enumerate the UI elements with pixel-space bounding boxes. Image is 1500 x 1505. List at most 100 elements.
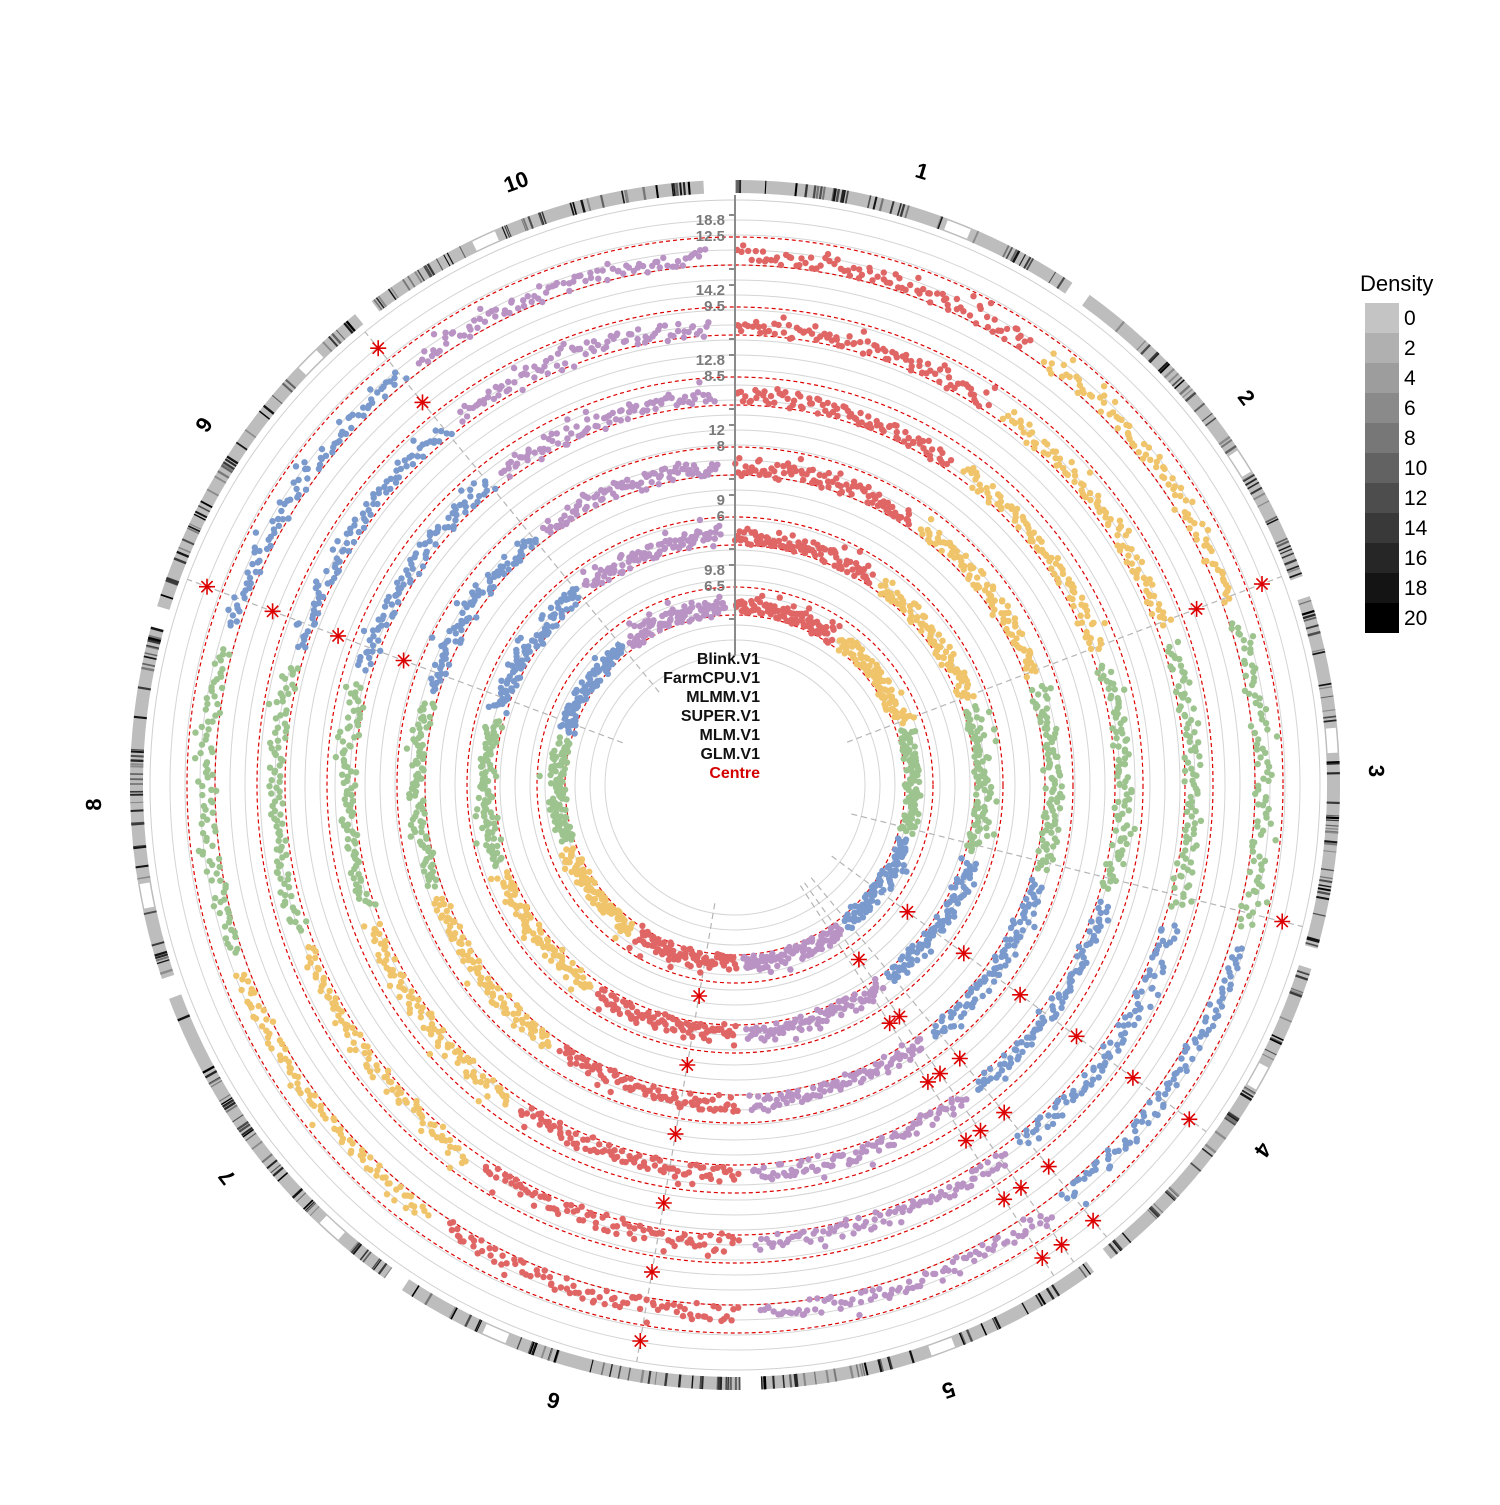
snp-point-chr4 [1095,927,1101,933]
snp-point-chr2 [1161,466,1167,472]
snp-point-chr5 [985,1159,991,1165]
snp-point-chr5 [853,1149,859,1155]
density-gap-chr9 [302,354,320,372]
snp-point-chr3 [1249,843,1255,849]
snp-point-chr2 [1118,417,1124,423]
snp-point-chr1 [920,286,926,292]
snp-point-chr7 [406,1001,412,1007]
snp-point-chr10 [554,280,560,286]
snp-point-chr7 [389,1087,395,1093]
snp-point-chr10 [702,246,708,252]
snp-point-chr6 [557,1048,563,1054]
snp-point-chr9 [375,637,381,643]
snp-point-chr2 [901,607,907,613]
snp-point-chr10 [624,477,630,483]
snp-point-chr1 [910,440,916,446]
snp-point-chr9 [403,567,409,573]
snp-point-chr7 [352,1030,358,1036]
snp-point-chr10 [443,340,449,346]
snp-point-chr9 [398,466,404,472]
snp-point-chr5 [856,1312,862,1318]
snp-point-chr8 [341,757,347,763]
snp-point-chr8 [282,721,288,727]
snp-point-chr10 [524,371,530,377]
snp-point-chr3 [1249,922,1255,928]
snp-point-chr5 [980,1171,986,1177]
snp-point-chr1 [826,470,832,476]
density-gap-chr4 [1252,1065,1264,1087]
snp-point-chr6 [637,1306,643,1312]
snp-point-chr8 [219,685,225,691]
snp-point-chr7 [259,1023,265,1029]
snp-point-chr8 [276,838,282,844]
snp-point-chr1 [866,349,872,355]
snp-point-chr2 [1057,456,1063,462]
snp-point-chr3 [1171,885,1177,891]
snp-point-chr8 [432,883,438,889]
snp-point-chr2 [1165,481,1171,487]
snp-point-chr10 [531,374,537,380]
snp-point-chr6 [687,1311,693,1317]
snp-point-chr7 [447,1165,453,1171]
snp-point-chr9 [403,375,409,381]
snp-point-chr6 [483,1164,489,1170]
snp-point-chr1 [790,532,796,538]
snp-point-chr2 [1131,443,1137,449]
snp-point-chr7 [484,1078,490,1084]
snp-point-chr7 [376,1163,382,1169]
snp-point-chr2 [1116,526,1122,532]
snp-point-chr2 [938,662,944,668]
snp-point-chr6 [710,1166,716,1172]
snp-point-chr4 [1064,1195,1070,1201]
snp-point-chr8 [201,803,207,809]
snp-point-chr7 [513,1017,519,1023]
snp-point-chr1 [861,328,867,334]
snp-point-chr9 [348,425,354,431]
snp-point-chr1 [816,397,822,403]
snp-point-chr9 [461,600,467,606]
snp-point-chr4 [1219,1003,1225,1009]
snp-point-chr1 [894,354,900,360]
snp-point-chr3 [1039,830,1045,836]
snp-point-chr1 [825,400,831,406]
snp-point-chr9 [252,544,258,550]
snp-point-chr5 [847,1072,853,1078]
snp-point-chr10 [665,338,671,344]
snp-point-chr6 [558,1284,564,1290]
snp-point-chr6 [542,1267,548,1273]
snp-point-chr9 [446,662,452,668]
snp-point-chr6 [608,992,614,998]
snp-point-chr3 [1049,789,1055,795]
snp-point-chr7 [385,1068,391,1074]
snp-point-chr8 [288,665,294,671]
snp-point-chr3 [1185,697,1191,703]
snp-point-chr7 [414,1003,420,1009]
snp-point-chr8 [356,732,362,738]
snp-point-chr3 [1254,746,1260,752]
snp-point-chr6 [614,1079,620,1085]
snp-point-chr9 [303,487,309,493]
snp-point-chr1 [908,367,914,373]
snp-point-chr6 [732,1023,738,1029]
snp-point-chr7 [256,1003,262,1009]
snp-point-chr4 [1101,1053,1107,1059]
snp-point-chr3 [1259,883,1265,889]
snp-point-chr7 [504,869,510,875]
snp-point-chr4 [932,1033,938,1039]
snp-point-chr10 [492,313,498,319]
snp-point-chr6 [573,1131,579,1137]
snp-point-chr6 [455,1233,461,1239]
snp-point-chr7 [347,1047,353,1053]
snp-point-chr1 [758,533,764,539]
snp-point-chr9 [462,499,468,505]
snp-point-chr1 [838,483,844,489]
snp-point-chr5 [1044,1223,1050,1229]
snp-point-chr8 [491,835,497,841]
snp-point-chr7 [364,1165,370,1171]
snp-point-chr4 [1081,1176,1087,1182]
snp-point-chr9 [230,612,236,618]
snp-point-chr3 [1035,848,1041,854]
snp-point-chr4 [1134,1138,1140,1144]
snp-point-chr6 [688,1099,694,1105]
snp-point-chr2 [1049,360,1055,366]
